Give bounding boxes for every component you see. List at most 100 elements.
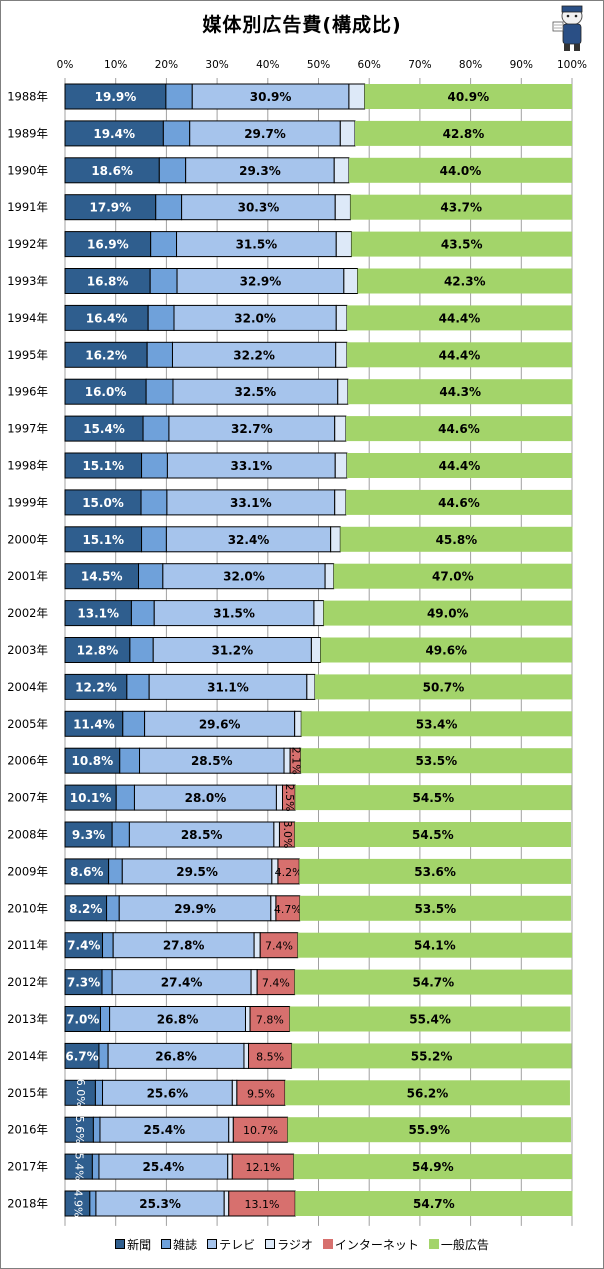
bar-segment bbox=[181, 194, 336, 221]
bar-segment bbox=[236, 1079, 286, 1106]
bar-segment bbox=[142, 415, 170, 442]
bar-segment bbox=[310, 637, 322, 663]
data-label: 10.1% bbox=[70, 791, 112, 805]
x-tick-label: 10% bbox=[104, 59, 127, 71]
data-label: 44.4% bbox=[439, 459, 481, 473]
bar-segment bbox=[64, 969, 103, 996]
data-label: 28.5% bbox=[191, 754, 233, 768]
data-label: 15.1% bbox=[82, 459, 124, 473]
data-label: 16.0% bbox=[85, 385, 127, 399]
bar-segment bbox=[334, 489, 347, 516]
legend-swatch bbox=[322, 1239, 333, 1249]
data-label: 44.3% bbox=[439, 385, 481, 399]
data-label: 33.1% bbox=[230, 496, 272, 510]
legend-item: 雑誌 bbox=[161, 1236, 197, 1253]
bar-segment bbox=[122, 710, 146, 737]
x-tick-label: 30% bbox=[205, 59, 228, 71]
data-label: 17.9% bbox=[90, 201, 132, 215]
legend-swatch bbox=[428, 1239, 439, 1249]
category-label: 2010年 bbox=[7, 901, 48, 915]
bar-segment bbox=[130, 600, 155, 627]
bar-segment bbox=[64, 932, 104, 959]
bar-segment bbox=[300, 748, 572, 774]
category-label: 1992年 bbox=[7, 237, 48, 251]
bar-segment bbox=[346, 305, 572, 331]
data-label: 32.0% bbox=[223, 570, 265, 584]
bar-segment bbox=[244, 1006, 251, 1032]
x-tick-label: 90% bbox=[510, 59, 533, 71]
data-label: 26.8% bbox=[157, 1013, 199, 1027]
data-label: 16.2% bbox=[85, 348, 127, 362]
data-label: 30.3% bbox=[238, 201, 280, 215]
data-label: 2.1% bbox=[289, 747, 302, 775]
category-label: 1996年 bbox=[7, 385, 48, 399]
bar-segment bbox=[64, 489, 142, 516]
data-label: 40.9% bbox=[447, 90, 489, 104]
data-label: 18.6% bbox=[91, 164, 133, 178]
bar-segment bbox=[64, 268, 151, 294]
category-label: 1994年 bbox=[7, 311, 48, 325]
legend-label: 一般広告 bbox=[440, 1238, 489, 1252]
bar-segment bbox=[335, 231, 352, 258]
bar-segment bbox=[141, 452, 168, 479]
legend-item: テレビ bbox=[207, 1236, 255, 1253]
data-label: 32.0% bbox=[234, 311, 276, 325]
bar-segment bbox=[176, 231, 337, 258]
legend-swatch bbox=[115, 1239, 126, 1249]
bar-segment bbox=[126, 673, 150, 700]
bar-rows: 19.9% 30.9% 40.9% 19.4% 29.7% 42.8% 18.6% 29.3%… bbox=[64, 83, 573, 1217]
data-label: 28.0% bbox=[185, 791, 227, 805]
bar-segment bbox=[343, 268, 359, 294]
category-label: 2013年 bbox=[7, 1012, 48, 1026]
bar-segment bbox=[335, 304, 348, 331]
category-label: 2009年 bbox=[7, 864, 48, 878]
bar-segment bbox=[64, 600, 132, 627]
data-label: 32.2% bbox=[233, 348, 275, 362]
category-label: 2007年 bbox=[7, 791, 48, 805]
bar-segment bbox=[334, 452, 348, 479]
bar-segment bbox=[148, 673, 308, 700]
bar-segment bbox=[294, 710, 302, 737]
data-label: 12.1% bbox=[246, 1161, 281, 1174]
bar-segment bbox=[155, 194, 183, 221]
bar-segment bbox=[314, 674, 572, 700]
bar-segment bbox=[108, 858, 123, 885]
bar-segment bbox=[355, 120, 572, 146]
bar-segment bbox=[357, 268, 572, 294]
data-label: 42.3% bbox=[444, 275, 486, 289]
bar-segment bbox=[345, 416, 572, 442]
bar-segment bbox=[173, 304, 337, 331]
bar-segment bbox=[111, 821, 130, 848]
data-label: 50.7% bbox=[423, 680, 465, 694]
bar-segment bbox=[346, 342, 572, 368]
bar-segment bbox=[330, 526, 341, 553]
bar-segment bbox=[191, 83, 350, 110]
bar-segment bbox=[282, 784, 296, 811]
data-label: 53.4% bbox=[416, 717, 458, 731]
data-label: 54.1% bbox=[414, 939, 456, 953]
data-label: 7.3% bbox=[67, 976, 100, 990]
bar-segment bbox=[340, 526, 573, 552]
x-axis-ticks: 0% 10% 20% 30% 40% 50% 60% 70% 80% 90% 100% bbox=[57, 59, 587, 71]
data-label: 7.4% bbox=[67, 939, 100, 953]
bar-segment bbox=[64, 194, 157, 221]
data-label: 9.5% bbox=[247, 1087, 275, 1100]
bar-segment bbox=[273, 821, 280, 848]
data-label: 33.1% bbox=[231, 459, 273, 473]
bar-segment bbox=[64, 231, 152, 258]
category-label: 2001年 bbox=[7, 569, 48, 583]
bar-segment bbox=[346, 453, 572, 478]
data-label: 10.7% bbox=[243, 1124, 278, 1137]
data-label: 8.6% bbox=[70, 865, 103, 879]
bar-segment bbox=[293, 1154, 572, 1180]
bar-segment bbox=[294, 969, 572, 995]
data-label: 8.2% bbox=[69, 902, 102, 916]
chart-title: 媒体別広告費(構成比) bbox=[202, 14, 402, 36]
data-label: 6.7% bbox=[65, 1049, 98, 1063]
bar-segment bbox=[250, 969, 258, 996]
bar-segment bbox=[228, 1190, 296, 1217]
bar-segment bbox=[297, 932, 572, 958]
bar-segment bbox=[64, 858, 110, 885]
data-label: 5.4% bbox=[73, 1153, 86, 1181]
bar-segment bbox=[115, 784, 135, 811]
